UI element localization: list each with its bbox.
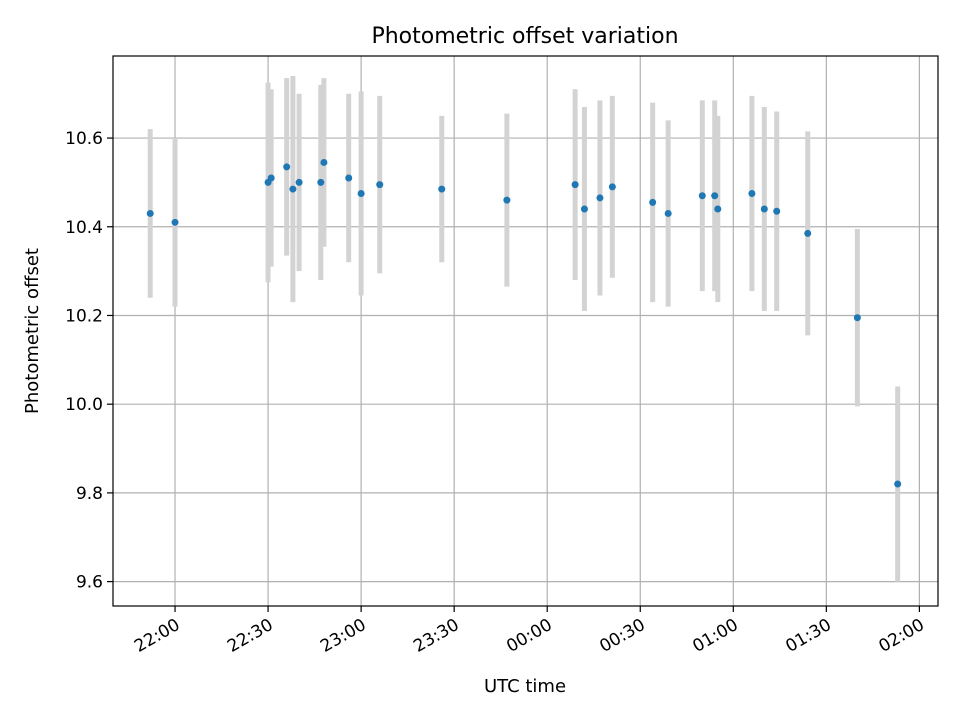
x-axis-title: UTC time bbox=[484, 676, 566, 697]
grid-lines bbox=[113, 56, 938, 606]
data-point bbox=[345, 174, 353, 182]
y-tick-label: 10.0 bbox=[65, 395, 103, 415]
y-tick-label: 9.8 bbox=[76, 484, 103, 504]
data-point bbox=[714, 205, 722, 213]
data-points bbox=[146, 158, 902, 488]
data-point bbox=[503, 196, 511, 204]
data-point bbox=[580, 205, 588, 213]
data-point bbox=[171, 218, 179, 226]
data-point bbox=[711, 192, 719, 200]
data-point bbox=[649, 198, 657, 206]
data-point bbox=[596, 194, 604, 202]
data-point bbox=[748, 190, 756, 197]
data-point bbox=[438, 185, 446, 193]
data-point bbox=[853, 314, 861, 322]
y-axis-title: Photometric offset bbox=[22, 248, 43, 414]
data-point bbox=[283, 163, 291, 171]
y-tick-label: 9.6 bbox=[76, 573, 103, 593]
data-point bbox=[894, 480, 902, 488]
data-point bbox=[571, 181, 579, 189]
data-point bbox=[760, 205, 768, 213]
data-point bbox=[357, 190, 365, 197]
data-point bbox=[664, 209, 672, 217]
plot-frame bbox=[112, 55, 939, 607]
data-point bbox=[376, 181, 384, 189]
data-point bbox=[267, 174, 275, 182]
data-point bbox=[804, 229, 812, 237]
y-tick-label: 10.2 bbox=[65, 306, 103, 326]
data-point bbox=[317, 178, 325, 186]
chart-title: Photometric offset variation bbox=[371, 24, 678, 49]
data-point bbox=[146, 209, 154, 217]
data-point bbox=[320, 158, 328, 166]
y-tick-label: 10.6 bbox=[65, 129, 103, 149]
y-tick-label: 10.4 bbox=[65, 218, 103, 238]
data-point bbox=[289, 185, 297, 193]
data-point bbox=[773, 207, 781, 215]
data-point bbox=[295, 178, 303, 186]
data-point bbox=[698, 192, 706, 200]
data-point bbox=[608, 183, 616, 191]
